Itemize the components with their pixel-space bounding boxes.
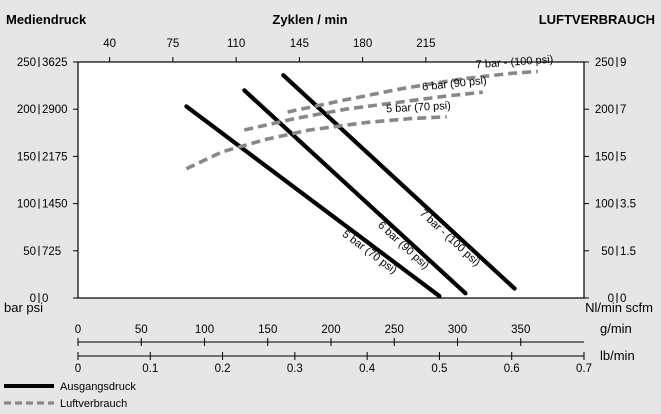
cycles-tick-label: 215 <box>416 38 435 50</box>
right-unit-label: Nl/min scfm <box>585 300 653 315</box>
gmin-tick-label: 300 <box>448 324 467 336</box>
legend-label: Ausgangsdruck <box>60 381 136 393</box>
nlmin-tick-label: 250 <box>595 57 614 69</box>
gmin-tick-label: 50 <box>135 324 148 336</box>
left-title: Mediendruck <box>6 12 87 27</box>
psi-tick-label: 3625 <box>42 57 68 69</box>
psi-tick-label: 2175 <box>42 151 68 163</box>
gmin-tick-label: 200 <box>321 324 340 336</box>
scfm-tick-label: 9 <box>620 57 626 69</box>
lbmin-tick-label: 0.2 <box>215 363 231 375</box>
lbmin-unit-label: lb/min <box>600 348 635 363</box>
nlmin-tick-label: 150 <box>595 151 614 163</box>
lbmin-tick-label: 0.4 <box>359 363 376 375</box>
gmin-tick-label: 100 <box>195 324 214 336</box>
air-curve-3 <box>185 115 447 171</box>
nlmin-tick-label: 100 <box>595 199 614 211</box>
nlmin-tick-label: 0 <box>608 293 614 305</box>
gmin-tick-label: 150 <box>258 324 277 336</box>
bar-tick-label: 200 <box>17 104 36 116</box>
curve-label-5: 7 bar - (100 psi) <box>475 54 553 72</box>
air-curve-4 <box>243 90 483 132</box>
gmin-tick-label: 350 <box>511 324 530 336</box>
gmin-unit-label: g/min <box>600 321 632 336</box>
bar-tick-label: 250 <box>17 57 36 69</box>
right-title: LUFTVERBRAUCH <box>539 12 655 27</box>
cycles-tick-label: 110 <box>227 38 245 50</box>
lbmin-tick-label: 0.3 <box>287 363 303 375</box>
psi-tick-label: 2900 <box>42 104 68 116</box>
gmin-tick-label: 0 <box>75 324 81 336</box>
pressure-curve-0 <box>184 104 442 299</box>
scfm-tick-label: 7 <box>620 104 626 116</box>
plot-area <box>77 61 585 299</box>
psi-tick-label: 0 <box>42 293 48 305</box>
cycles-tick-label: 180 <box>353 38 372 50</box>
left-unit-label: bar psi <box>4 300 43 315</box>
curve-label-3: 5 bar (70 psi) <box>386 100 451 115</box>
nlmin-tick-label: 200 <box>595 104 614 116</box>
psi-tick-label: 725 <box>42 246 61 258</box>
nlmin-tick-label: 50 <box>601 246 614 258</box>
scfm-tick-label: 0 <box>620 293 626 305</box>
lbmin-tick-label: 0.7 <box>576 363 592 375</box>
pressure-curve-1 <box>242 88 468 296</box>
bar-tick-label: 50 <box>23 246 36 258</box>
lbmin-tick-label: 0.6 <box>504 363 520 375</box>
bar-tick-label: 100 <box>17 199 36 211</box>
legend: Ausgangsdruck Luftverbrauch <box>4 381 136 410</box>
bar-tick-label: 0 <box>30 293 36 305</box>
lbmin-tick-label: 0.1 <box>142 363 158 375</box>
scfm-tick-label: 1.5 <box>620 246 636 258</box>
scfm-tick-label: 5 <box>620 151 626 163</box>
cycles-tick-label: 145 <box>290 38 309 50</box>
cycles-tick-label: 40 <box>103 38 116 50</box>
lbmin-tick-label: 0 <box>75 363 81 375</box>
center-title: Zyklen / min <box>272 12 347 27</box>
gmin-tick-label: 250 <box>385 324 404 336</box>
pressure-curve-2 <box>281 73 517 291</box>
bar-tick-label: 150 <box>17 151 36 163</box>
lbmin-tick-label: 0.5 <box>431 363 447 375</box>
scfm-tick-label: 3.5 <box>620 199 636 211</box>
legend-label: Luftverbrauch <box>60 398 127 410</box>
cycles-tick-label: 75 <box>166 38 179 50</box>
data-series <box>184 69 538 299</box>
air-curve-5 <box>287 69 538 114</box>
psi-tick-label: 1450 <box>42 199 68 211</box>
